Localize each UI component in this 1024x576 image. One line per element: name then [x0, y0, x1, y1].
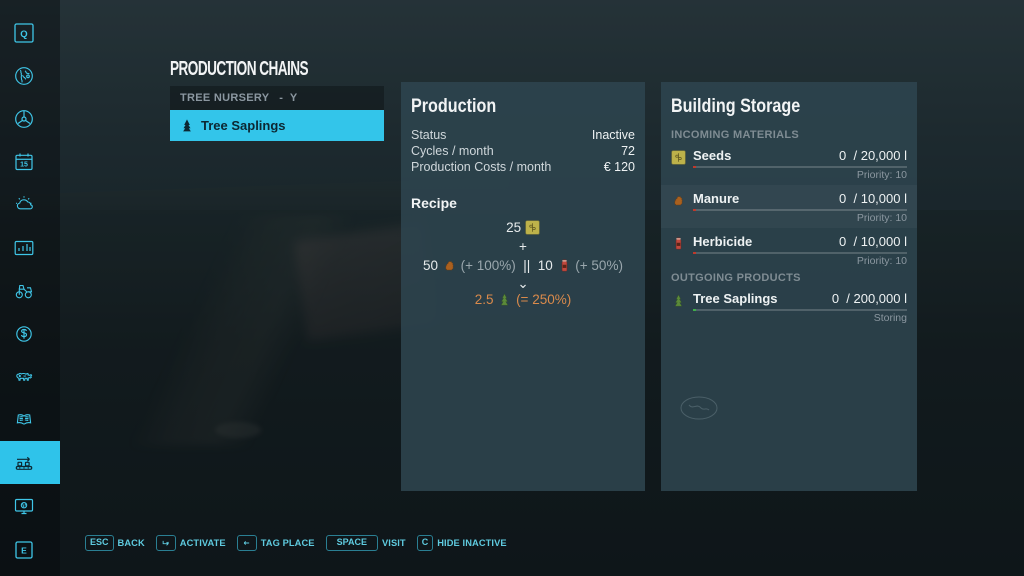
- svg-text:E: E: [21, 545, 27, 555]
- svg-text:15: 15: [20, 161, 28, 168]
- svg-text:Q: Q: [20, 29, 27, 40]
